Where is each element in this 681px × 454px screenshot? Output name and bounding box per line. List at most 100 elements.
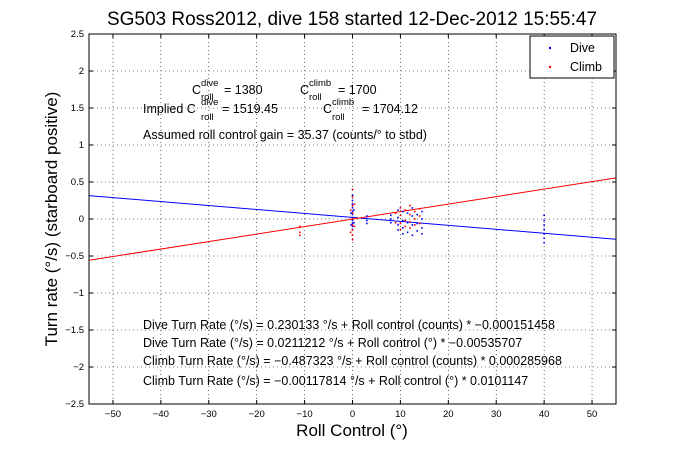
point-dive — [397, 224, 399, 226]
y-tick-label: 0.5 — [71, 177, 84, 188]
implied-climb-sup: climb — [332, 97, 354, 108]
point-dive — [411, 234, 414, 237]
point-dive — [416, 213, 418, 216]
point-climb — [404, 219, 406, 222]
point-climb — [418, 222, 421, 225]
equation-climb-degrees: Climb Turn Rate (°/s) = −0.00117814 °/s … — [143, 374, 528, 388]
c-dive-sup: dive — [201, 78, 218, 89]
y-tick-label: 1.5 — [71, 103, 84, 114]
point-dive — [353, 221, 355, 224]
point-dive — [351, 194, 354, 197]
point-dive — [543, 214, 545, 217]
point-dive — [543, 219, 545, 222]
point-climb — [351, 212, 354, 214]
point-dive — [351, 203, 354, 205]
x-tick-label: −50 — [105, 409, 121, 420]
point-climb — [404, 225, 406, 228]
point-climb — [351, 204, 354, 207]
point-climb — [413, 218, 416, 220]
x-tick-label: −10 — [297, 409, 313, 420]
point-dive — [406, 221, 409, 224]
point-climb — [409, 221, 411, 223]
implied-dive-label: Implied C — [143, 102, 196, 116]
equation-dive-degrees: Dive Turn Rate (°/s) = 0.0211212 °/s + R… — [143, 336, 522, 350]
point-climb — [353, 203, 356, 205]
point-dive — [543, 224, 545, 226]
x-tick-label: −40 — [153, 409, 169, 420]
legend-label-climb: Climb — [570, 60, 602, 74]
implied-climb-value: = 1704.12 — [362, 102, 418, 116]
y-tick-label: 0 — [79, 214, 84, 225]
c-climb-sub: roll — [309, 92, 322, 103]
implied-dive-value: = 1519.45 — [222, 102, 278, 116]
point-climb — [351, 196, 354, 198]
point-dive — [366, 219, 368, 222]
point-dive — [351, 219, 354, 222]
point-climb — [351, 188, 354, 191]
point-climb — [413, 210, 416, 213]
y-tick-label: −1 — [73, 288, 84, 299]
point-dive — [421, 210, 423, 213]
point-climb — [299, 225, 301, 228]
legend-box — [529, 35, 615, 79]
point-dive — [421, 227, 423, 229]
point-climb — [418, 207, 421, 210]
point-dive — [411, 207, 414, 209]
fit-equations: Dive Turn Rate (°/s) = 0.230133 °/s + Ro… — [143, 318, 562, 388]
point-dive — [402, 227, 404, 229]
point-dive — [397, 216, 399, 219]
equation-climb-counts: Climb Turn Rate (°/s) = −0.487323 °/s + … — [143, 354, 562, 368]
point-dive — [416, 230, 418, 232]
point-climb — [418, 215, 421, 217]
point-dive — [351, 210, 354, 213]
legend: Dive Climb — [529, 35, 615, 79]
implied-climb-label: C — [323, 102, 332, 116]
y-tick-label: −1.5 — [65, 325, 84, 336]
y-tick-label: −2.5 — [65, 399, 84, 410]
implied-climb-sub: roll — [332, 112, 345, 123]
equation-dive-counts: Dive Turn Rate (°/s) = 0.230133 °/s + Ro… — [143, 318, 555, 332]
x-tick-label: −30 — [201, 409, 217, 420]
point-climb — [351, 238, 354, 241]
c-dive-sub: roll — [201, 92, 214, 103]
point-dive — [402, 210, 404, 213]
x-axis-label: Roll Control (°) — [296, 421, 408, 440]
implied-dive-sub: roll — [201, 112, 214, 123]
point-dive — [402, 233, 404, 235]
x-tick-label: 20 — [443, 409, 454, 420]
x-tick-label: −20 — [249, 409, 265, 420]
point-climb — [394, 221, 397, 224]
point-dive — [390, 221, 392, 224]
point-climb — [409, 213, 411, 216]
grid — [89, 33, 616, 405]
point-dive — [421, 218, 423, 220]
c-climb-sup: climb — [309, 78, 331, 89]
point-dive — [411, 215, 414, 217]
point-climb — [349, 209, 352, 211]
x-tick-label: 30 — [491, 409, 502, 420]
y-axis-label: Turn rate (°/s) (starboard positive) — [42, 92, 61, 347]
y-tick-label: −2 — [73, 362, 84, 373]
point-climb — [351, 224, 354, 226]
implied-dive-sup: dive — [201, 97, 218, 108]
point-dive — [351, 222, 354, 225]
point-dive — [543, 241, 545, 244]
point-climb — [349, 231, 352, 234]
c-dive-label: C — [192, 83, 201, 97]
legend-marker-dive — [548, 46, 552, 50]
point-climb — [399, 214, 402, 217]
point-climb — [399, 207, 402, 209]
point-dive — [402, 219, 404, 222]
y-tick-label: 2 — [79, 66, 84, 77]
point-climb — [299, 231, 301, 234]
x-tick-label: 10 — [395, 409, 406, 420]
point-dive — [406, 231, 409, 234]
c-climb-label: C — [300, 83, 309, 97]
c-climb-value: = 1700 — [338, 83, 377, 97]
roll-constants: C dive roll = 1380 C climb roll = 1700 I… — [143, 78, 427, 142]
point-climb — [413, 224, 416, 226]
y-tick-label: 2.5 — [71, 29, 84, 40]
x-tick-label: 40 — [539, 409, 550, 420]
point-dive — [543, 228, 545, 231]
